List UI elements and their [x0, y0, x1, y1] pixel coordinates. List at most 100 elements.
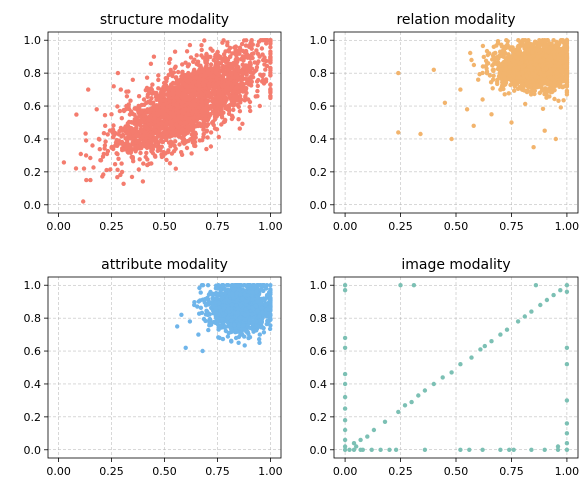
data-point: [124, 141, 130, 146]
data-point: [174, 95, 179, 100]
data-point: [170, 88, 176, 93]
data-point: [173, 166, 178, 171]
data-point: [214, 69, 219, 74]
data-point: [564, 69, 570, 75]
data-point: [498, 52, 503, 58]
data-point: [509, 77, 514, 82]
data-point: [535, 65, 541, 71]
data-point: [102, 143, 108, 148]
data-point: [491, 67, 496, 73]
data-point: [230, 103, 236, 108]
data-point: [191, 59, 196, 64]
data-point: [490, 53, 496, 58]
data-point: [196, 87, 201, 92]
data-point: [168, 144, 173, 149]
data-point: [230, 51, 235, 56]
data-point: [561, 98, 566, 103]
data-point: [208, 78, 213, 83]
data-point: [174, 80, 179, 85]
data-point: [240, 62, 245, 67]
data-point: [115, 104, 120, 109]
data-point: [464, 107, 470, 112]
data-point: [103, 123, 108, 128]
data-point: [83, 153, 89, 158]
data-point: [230, 90, 236, 95]
data-point: [149, 91, 155, 96]
data-point: [516, 75, 522, 80]
data-point: [171, 113, 176, 119]
data-point: [194, 61, 199, 67]
data-point: [245, 63, 250, 68]
data-point: [228, 70, 234, 76]
data-point: [469, 57, 474, 63]
data-point: [246, 76, 252, 81]
data-point: [556, 98, 561, 104]
data-point: [257, 103, 262, 109]
data-point: [61, 160, 67, 165]
data-point: [531, 145, 536, 150]
data-point: [161, 153, 166, 159]
data-point: [129, 174, 135, 180]
data-point: [192, 139, 198, 145]
data-point: [170, 110, 175, 115]
data-point: [119, 128, 125, 133]
data-point: [216, 64, 221, 70]
data-point: [172, 49, 178, 54]
data-point: [547, 54, 552, 59]
data-point: [250, 75, 256, 80]
y-tick-label: 0.8: [310, 67, 328, 80]
data-point: [151, 54, 157, 59]
data-point: [168, 119, 173, 124]
data-point: [542, 128, 547, 133]
data-point: [83, 131, 88, 136]
data-point: [199, 92, 205, 97]
data-point: [84, 177, 89, 183]
data-point: [196, 105, 202, 110]
data-point: [216, 72, 221, 77]
data-point: [124, 89, 129, 94]
data-point: [144, 75, 150, 80]
data-point: [133, 149, 138, 154]
data-point: [542, 43, 547, 48]
data-point: [170, 80, 176, 86]
data-point: [508, 82, 513, 88]
data-point: [143, 154, 148, 160]
data-point: [255, 88, 260, 94]
data-point: [189, 132, 194, 137]
data-point: [205, 135, 210, 140]
data-point: [238, 85, 244, 91]
data-point: [396, 70, 401, 76]
data-point: [217, 54, 222, 59]
data-point: [396, 130, 401, 135]
data-point: [237, 126, 242, 131]
subplot-1: 0.00 0.25 0.50 0.75 1.000.00.20.40.60.81.0st…: [24, 12, 283, 233]
data-point: [483, 58, 489, 63]
data-point: [186, 62, 192, 67]
data-point: [154, 97, 159, 103]
data-point: [199, 47, 204, 53]
data-point: [251, 51, 256, 56]
data-point: [155, 113, 160, 118]
data-point: [156, 77, 161, 83]
data-point: [199, 99, 204, 104]
data-point: [90, 143, 95, 148]
data-point: [204, 128, 210, 133]
data-point: [248, 69, 253, 75]
data-point: [549, 46, 554, 52]
data-point: [167, 115, 173, 120]
data-point: [208, 54, 213, 60]
data-point: [129, 120, 134, 125]
data-point: [501, 71, 507, 76]
data-point: [511, 74, 516, 79]
data-point: [121, 181, 126, 186]
data-point: [142, 142, 147, 147]
data-point: [258, 72, 263, 77]
data-point: [196, 79, 201, 85]
data-point: [130, 156, 135, 161]
data-point: [535, 48, 541, 53]
data-point: [123, 107, 129, 112]
data-point: [480, 97, 485, 102]
data-point: [264, 41, 269, 46]
x-tick-label: 1.00: [555, 220, 580, 233]
y-tick-label: 0.0: [24, 199, 42, 212]
